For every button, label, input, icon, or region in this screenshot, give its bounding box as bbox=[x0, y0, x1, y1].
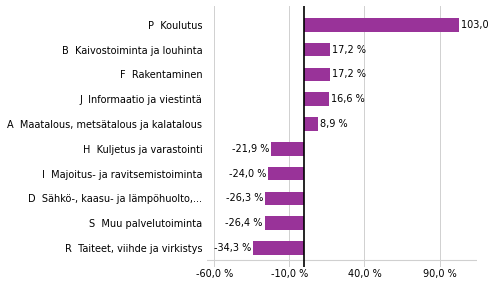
Text: -21,9 %: -21,9 % bbox=[232, 144, 270, 154]
Bar bbox=[305, 117, 318, 131]
Bar bbox=[305, 92, 329, 106]
Text: 103,0 %: 103,0 % bbox=[461, 20, 492, 30]
Bar bbox=[305, 68, 330, 81]
Text: -24,0 %: -24,0 % bbox=[229, 168, 267, 178]
Bar bbox=[253, 241, 305, 255]
Text: -34,3 %: -34,3 % bbox=[214, 243, 251, 253]
Bar bbox=[265, 191, 305, 205]
Bar bbox=[265, 216, 305, 230]
Bar bbox=[305, 43, 330, 56]
Text: 17,2 %: 17,2 % bbox=[332, 45, 366, 55]
Text: -26,3 %: -26,3 % bbox=[226, 193, 263, 203]
Text: 17,2 %: 17,2 % bbox=[332, 69, 366, 79]
Text: 8,9 %: 8,9 % bbox=[319, 119, 347, 129]
Bar bbox=[272, 142, 305, 155]
Text: 16,6 %: 16,6 % bbox=[331, 94, 365, 104]
Bar bbox=[268, 167, 305, 180]
Text: -26,4 %: -26,4 % bbox=[225, 218, 263, 228]
Bar bbox=[305, 18, 459, 32]
